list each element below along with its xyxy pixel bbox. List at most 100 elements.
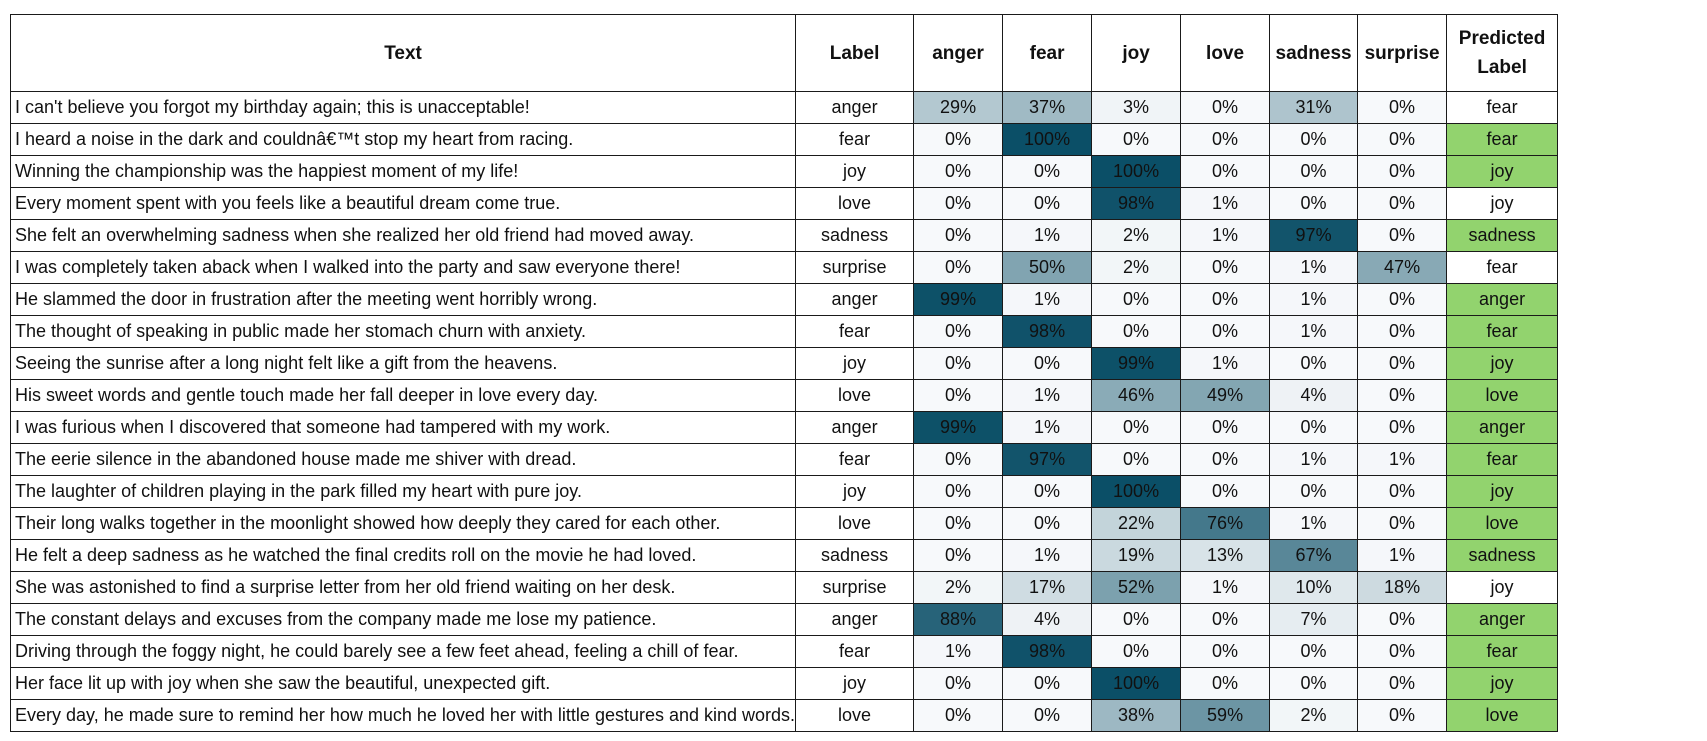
cell-surprise-prob[interactable]: 1% (1357, 539, 1448, 572)
cell-label[interactable]: love (795, 507, 915, 540)
cell-text[interactable]: I heard a noise in the dark and couldnâ€… (9, 123, 797, 156)
cell-anger-prob[interactable]: 0% (913, 187, 1004, 220)
cell-predicted-label[interactable]: joy (1446, 475, 1559, 508)
cell-joy-prob[interactable]: 22% (1091, 507, 1182, 540)
cell-predicted-label[interactable]: anger (1446, 283, 1559, 316)
cell-joy-prob[interactable]: 0% (1091, 411, 1182, 444)
cell-surprise-prob[interactable]: 0% (1357, 507, 1448, 540)
cell-sadness-prob[interactable]: 0% (1269, 123, 1359, 156)
cell-surprise-prob[interactable]: 0% (1357, 219, 1448, 252)
cell-surprise-prob[interactable]: 47% (1357, 251, 1448, 284)
cell-fear-prob[interactable]: 97% (1002, 443, 1093, 476)
cell-surprise-prob[interactable]: 0% (1357, 155, 1448, 188)
cell-sadness-prob[interactable]: 2% (1269, 699, 1359, 732)
cell-sadness-prob[interactable]: 10% (1269, 571, 1359, 604)
cell-surprise-prob[interactable]: 0% (1357, 347, 1448, 380)
cell-love-prob[interactable]: 1% (1180, 347, 1271, 380)
cell-predicted-label[interactable]: joy (1446, 155, 1559, 188)
cell-text[interactable]: Driving through the foggy night, he coul… (9, 635, 797, 668)
cell-anger-prob[interactable]: 29% (913, 91, 1004, 124)
cell-joy-prob[interactable]: 98% (1091, 187, 1182, 220)
cell-label[interactable]: fear (795, 123, 915, 156)
cell-joy-prob[interactable]: 46% (1091, 379, 1182, 412)
header-text[interactable]: Text (9, 14, 797, 92)
cell-surprise-prob[interactable]: 0% (1357, 699, 1448, 732)
cell-text[interactable]: I can't believe you forgot my birthday a… (9, 91, 797, 124)
cell-joy-prob[interactable]: 2% (1091, 219, 1182, 252)
cell-love-prob[interactable]: 0% (1180, 155, 1271, 188)
cell-surprise-prob[interactable]: 0% (1357, 411, 1448, 444)
cell-joy-prob[interactable]: 100% (1091, 155, 1182, 188)
cell-love-prob[interactable]: 1% (1180, 187, 1271, 220)
cell-label[interactable]: anger (795, 91, 915, 124)
cell-label[interactable]: surprise (795, 251, 915, 284)
cell-surprise-prob[interactable]: 0% (1357, 283, 1448, 316)
cell-predicted-label[interactable]: fear (1446, 123, 1559, 156)
cell-sadness-prob[interactable]: 0% (1269, 635, 1359, 668)
cell-sadness-prob[interactable]: 1% (1269, 283, 1359, 316)
cell-surprise-prob[interactable]: 1% (1357, 443, 1448, 476)
cell-love-prob[interactable]: 59% (1180, 699, 1271, 732)
cell-label[interactable]: sadness (795, 219, 915, 252)
cell-love-prob[interactable]: 0% (1180, 91, 1271, 124)
cell-love-prob[interactable]: 0% (1180, 411, 1271, 444)
cell-text[interactable]: I was completely taken aback when I walk… (9, 251, 797, 284)
cell-label[interactable]: love (795, 379, 915, 412)
cell-surprise-prob[interactable]: 0% (1357, 315, 1448, 348)
cell-anger-prob[interactable]: 0% (913, 443, 1004, 476)
cell-fear-prob[interactable]: 98% (1002, 635, 1093, 668)
cell-joy-prob[interactable]: 0% (1091, 283, 1182, 316)
cell-text[interactable]: Their long walks together in the moonlig… (9, 507, 797, 540)
cell-sadness-prob[interactable]: 0% (1269, 667, 1359, 700)
cell-predicted-label[interactable]: sadness (1446, 219, 1559, 252)
header-surprise[interactable]: surprise (1357, 14, 1448, 92)
cell-love-prob[interactable]: 1% (1180, 571, 1271, 604)
cell-predicted-label[interactable]: anger (1446, 411, 1559, 444)
cell-label[interactable]: love (795, 699, 915, 732)
cell-predicted-label[interactable]: sadness (1446, 539, 1559, 572)
cell-sadness-prob[interactable]: 1% (1269, 443, 1359, 476)
cell-anger-prob[interactable]: 0% (913, 475, 1004, 508)
cell-predicted-label[interactable]: joy (1446, 347, 1559, 380)
cell-joy-prob[interactable]: 2% (1091, 251, 1182, 284)
cell-label[interactable]: joy (795, 475, 915, 508)
cell-predicted-label[interactable]: anger (1446, 603, 1559, 636)
cell-fear-prob[interactable]: 1% (1002, 379, 1093, 412)
cell-fear-prob[interactable]: 0% (1002, 347, 1093, 380)
cell-predicted-label[interactable]: love (1446, 379, 1559, 412)
cell-predicted-label[interactable]: fear (1446, 315, 1559, 348)
cell-anger-prob[interactable]: 0% (913, 155, 1004, 188)
cell-fear-prob[interactable]: 0% (1002, 475, 1093, 508)
cell-joy-prob[interactable]: 0% (1091, 315, 1182, 348)
cell-label[interactable]: anger (795, 603, 915, 636)
cell-love-prob[interactable]: 0% (1180, 667, 1271, 700)
cell-text[interactable]: Her face lit up with joy when she saw th… (9, 667, 797, 700)
cell-anger-prob[interactable]: 0% (913, 539, 1004, 572)
cell-sadness-prob[interactable]: 4% (1269, 379, 1359, 412)
cell-predicted-label[interactable]: joy (1446, 187, 1559, 220)
cell-text[interactable]: His sweet words and gentle touch made he… (9, 379, 797, 412)
cell-anger-prob[interactable]: 0% (913, 347, 1004, 380)
cell-text[interactable]: Every moment spent with you feels like a… (9, 187, 797, 220)
cell-anger-prob[interactable]: 0% (913, 699, 1004, 732)
cell-love-prob[interactable]: 0% (1180, 603, 1271, 636)
header-fear[interactable]: fear (1002, 14, 1093, 92)
cell-sadness-prob[interactable]: 1% (1269, 251, 1359, 284)
cell-predicted-label[interactable]: fear (1446, 443, 1559, 476)
cell-text[interactable]: The constant delays and excuses from the… (9, 603, 797, 636)
cell-fear-prob[interactable]: 1% (1002, 219, 1093, 252)
cell-love-prob[interactable]: 13% (1180, 539, 1271, 572)
cell-love-prob[interactable]: 49% (1180, 379, 1271, 412)
cell-fear-prob[interactable]: 1% (1002, 539, 1093, 572)
cell-surprise-prob[interactable]: 0% (1357, 123, 1448, 156)
cell-predicted-label[interactable]: love (1446, 699, 1559, 732)
cell-label[interactable]: fear (795, 443, 915, 476)
cell-predicted-label[interactable]: joy (1446, 667, 1559, 700)
cell-love-prob[interactable]: 0% (1180, 251, 1271, 284)
cell-joy-prob[interactable]: 19% (1091, 539, 1182, 572)
cell-joy-prob[interactable]: 0% (1091, 603, 1182, 636)
cell-text[interactable]: She felt an overwhelming sadness when sh… (9, 219, 797, 252)
cell-text[interactable]: Seeing the sunrise after a long night fe… (9, 347, 797, 380)
cell-label[interactable]: sadness (795, 539, 915, 572)
cell-label[interactable]: anger (795, 283, 915, 316)
